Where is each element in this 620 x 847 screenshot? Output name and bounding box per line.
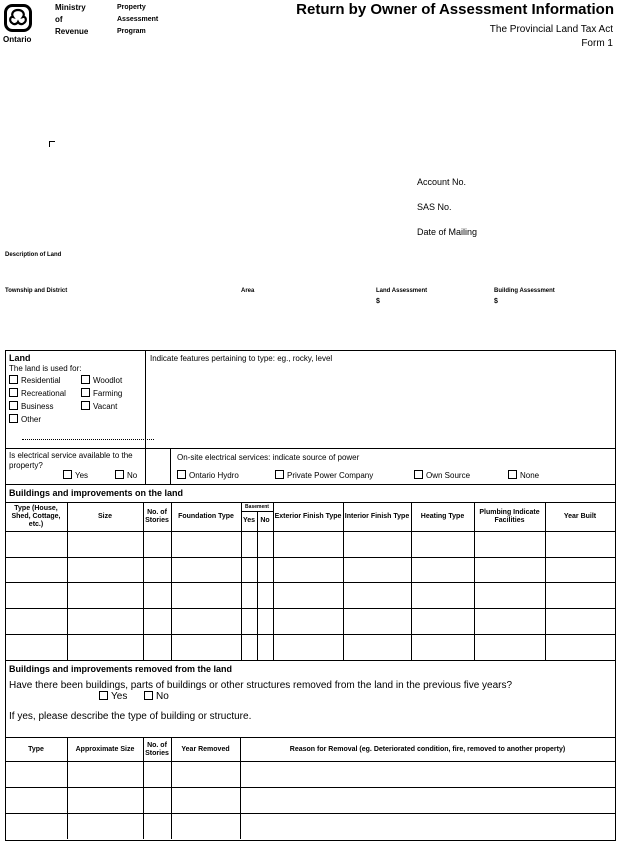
- power-private-company[interactable]: Private Power Company: [275, 470, 373, 480]
- checkbox[interactable]: [177, 470, 186, 479]
- table-row[interactable]: [5, 813, 615, 839]
- checkbox[interactable]: [99, 691, 108, 700]
- table-row[interactable]: [5, 582, 615, 608]
- program-line-1: Property: [117, 4, 146, 11]
- col-header: Type (House, Shed, Cottage, etc.): [11, 505, 61, 528]
- col-header: No. of Stories: [145, 509, 169, 524]
- land-assessment-label: Land Assessment: [376, 288, 428, 294]
- col-header: Heating Type: [420, 513, 465, 520]
- checkbox[interactable]: [9, 401, 18, 410]
- description-label: Description of Land: [5, 252, 62, 258]
- area-label: Area: [241, 288, 255, 294]
- features-label: Indicate features pertaining to type: eg…: [150, 354, 333, 363]
- col-header-basement-no: No: [260, 517, 270, 524]
- date-of-mailing-label: Date of Mailing: [417, 227, 478, 237]
- removed-col-header: Year Removed: [181, 745, 230, 753]
- table-row[interactable]: [5, 761, 615, 787]
- table-row[interactable]: [5, 634, 615, 660]
- col-header: Foundation Type: [178, 513, 234, 520]
- removed-col-header: No. of Stories: [145, 741, 169, 757]
- address-window-corner: [49, 141, 55, 147]
- building-assessment-label: Building Assessment: [494, 288, 555, 294]
- removed-describe: If yes, please describe the type of buil…: [9, 711, 252, 722]
- ministry-line-3: Revenue: [55, 27, 89, 36]
- ministry-line-2: of: [55, 15, 63, 24]
- removed-col-header: Approximate Size: [75, 745, 135, 753]
- col-header: Size: [97, 513, 112, 520]
- use-woodlot[interactable]: Woodlot: [81, 375, 122, 385]
- land-title: Land: [9, 353, 31, 363]
- checkbox[interactable]: [9, 375, 18, 384]
- program-line-3: Program: [117, 28, 146, 35]
- land-used-for: The land is used for:: [9, 364, 82, 373]
- ministry-line-1: Ministry: [55, 3, 86, 12]
- checkbox[interactable]: [115, 470, 124, 479]
- form-title: Return by Owner of Assessment Informatio…: [296, 1, 614, 18]
- use-residential[interactable]: Residential: [9, 375, 61, 385]
- power-none[interactable]: None: [508, 470, 539, 480]
- checkbox[interactable]: [144, 691, 153, 700]
- checkbox[interactable]: [81, 401, 90, 410]
- table-row[interactable]: [5, 608, 615, 634]
- use-business[interactable]: Business: [9, 401, 53, 411]
- removed-col-header: Type: [28, 745, 44, 753]
- ontario-label: Ontario: [3, 35, 32, 44]
- use-other[interactable]: Other: [9, 414, 41, 424]
- col-header: Year Built: [563, 513, 597, 520]
- checkbox[interactable]: [81, 375, 90, 384]
- ontario-trillium-logo: [4, 4, 32, 32]
- removed-yes[interactable]: Yes: [99, 691, 127, 702]
- buildings-title: Buildings and improvements on the land: [9, 488, 184, 498]
- removed-no[interactable]: No: [144, 691, 169, 702]
- program-line-2: Assessment: [117, 16, 159, 23]
- table-row[interactable]: [5, 787, 615, 813]
- account-no-label: Account No.: [417, 177, 467, 187]
- building-assessment-currency: $: [494, 298, 498, 305]
- sas-no-label: SAS No.: [417, 202, 452, 212]
- table-row[interactable]: [5, 557, 615, 582]
- power-own-source[interactable]: Own Source: [414, 470, 470, 480]
- electrical-yes[interactable]: Yes: [63, 470, 88, 480]
- removed-col-header: Reason for Removal (eg. Deteriorated con…: [289, 745, 566, 753]
- col-header-basement-yes: Yes: [242, 517, 256, 524]
- removed-title: Buildings and improvements removed from …: [9, 664, 233, 674]
- other-input-line[interactable]: [22, 439, 154, 440]
- col-header: Exterior Finish Type: [274, 513, 342, 520]
- checkbox[interactable]: [9, 414, 18, 423]
- checkbox[interactable]: [81, 388, 90, 397]
- removed-question: Have there been buildings, parts of buil…: [9, 680, 513, 702]
- checkbox[interactable]: [414, 470, 423, 479]
- onsite-label: On-site electrical services: indicate so…: [177, 453, 360, 462]
- land-assessment-currency: $: [376, 298, 380, 305]
- act-name: The Provincial Land Tax Act: [489, 24, 613, 35]
- electrical-no[interactable]: No: [115, 470, 137, 480]
- form-frame: [5, 350, 616, 841]
- power-ontario-hydro[interactable]: Ontario Hydro: [177, 470, 239, 480]
- electrical-question: Is electrical service available to the p…: [9, 451, 133, 470]
- checkbox[interactable]: [63, 470, 72, 479]
- col-header: Plumbing Indicate Facilities: [479, 509, 540, 524]
- table-row[interactable]: [5, 531, 615, 557]
- col-header: Interior Finish Type: [344, 513, 410, 520]
- township-label: Township and District: [5, 288, 68, 294]
- use-farming[interactable]: Farming: [81, 388, 122, 398]
- use-recreational[interactable]: Recreational: [9, 388, 66, 398]
- col-header-basement: Basement: [245, 504, 269, 510]
- use-vacant[interactable]: Vacant: [81, 401, 117, 411]
- checkbox[interactable]: [9, 388, 18, 397]
- form-number: Form 1: [581, 38, 613, 49]
- checkbox[interactable]: [275, 470, 284, 479]
- checkbox[interactable]: [508, 470, 517, 479]
